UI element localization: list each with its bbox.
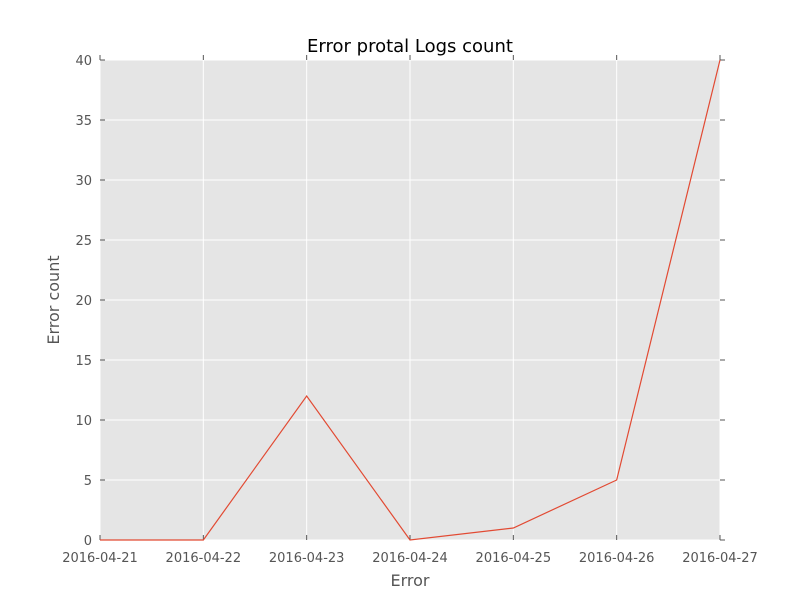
series-line xyxy=(100,59,721,541)
chart-title: Error protal Logs count xyxy=(307,36,513,57)
y-tick-label: 40 xyxy=(75,54,92,69)
y-tick-label: 5 xyxy=(84,474,92,489)
x-tick-label: 2016-04-22 xyxy=(166,551,242,566)
x-tick-label: 2016-04-21 xyxy=(62,551,138,566)
tick-labels: 0 5 10 15 20 25 30 35 40 2016-04-21 2016-04-22 2016… xyxy=(62,54,758,566)
axis-ticks xyxy=(99,55,725,541)
series-layer xyxy=(100,59,721,541)
x-tick-label: 2016-04-24 xyxy=(372,551,448,566)
y-axis-label: Error count xyxy=(44,255,63,344)
y-tick-label: 35 xyxy=(75,114,92,129)
x-tick-label: 2016-04-26 xyxy=(579,551,655,566)
y-tick-label: 0 xyxy=(84,534,92,549)
y-tick-label: 25 xyxy=(75,234,92,249)
y-tick-label: 15 xyxy=(75,354,92,369)
y-tick-label: 30 xyxy=(75,174,92,189)
y-tick-label: 10 xyxy=(75,414,92,429)
x-tick-label: 2016-04-25 xyxy=(476,551,552,566)
x-tick-label: 2016-04-23 xyxy=(269,551,345,566)
y-tick-label: 20 xyxy=(75,294,92,309)
x-tick-label: 2016-04-27 xyxy=(682,551,758,566)
x-axis-label: Error xyxy=(391,571,430,590)
